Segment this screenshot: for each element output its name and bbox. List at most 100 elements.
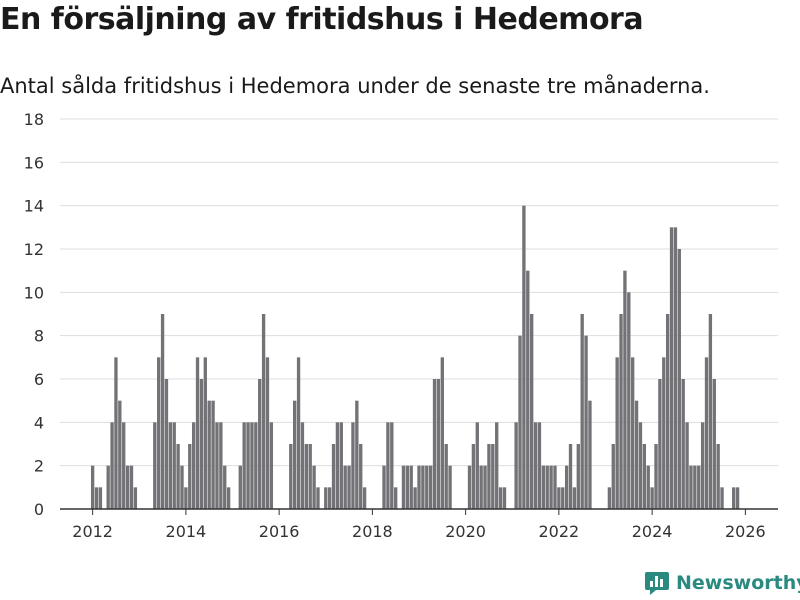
bar bbox=[673, 227, 678, 510]
bar bbox=[615, 357, 619, 509]
bar bbox=[351, 422, 355, 509]
bar bbox=[304, 444, 308, 509]
bar bbox=[335, 422, 340, 509]
bar bbox=[685, 422, 689, 509]
bar bbox=[94, 487, 99, 509]
bar bbox=[646, 465, 650, 509]
bar bbox=[642, 444, 647, 509]
bar bbox=[549, 465, 553, 509]
bar bbox=[316, 487, 320, 509]
bar bbox=[195, 357, 200, 509]
bar bbox=[607, 487, 612, 509]
x-tick-label: 2014 bbox=[166, 522, 207, 541]
bar bbox=[650, 487, 654, 509]
bar bbox=[553, 465, 557, 509]
bar bbox=[343, 465, 347, 509]
bar bbox=[122, 422, 126, 509]
bar bbox=[386, 422, 390, 509]
bar bbox=[172, 422, 176, 509]
bar bbox=[184, 487, 188, 509]
bar bbox=[425, 465, 429, 509]
bar bbox=[226, 487, 231, 509]
bar bbox=[355, 400, 359, 509]
bar bbox=[90, 465, 95, 509]
y-tick-label: 4 bbox=[34, 413, 44, 432]
bar bbox=[413, 487, 417, 509]
bar bbox=[312, 465, 316, 509]
bar bbox=[634, 400, 639, 509]
bar bbox=[712, 379, 716, 509]
bar bbox=[444, 444, 448, 509]
bar bbox=[300, 422, 305, 509]
bar bbox=[238, 465, 242, 509]
bar bbox=[677, 249, 681, 509]
bar bbox=[390, 422, 394, 509]
x-tick-label: 2020 bbox=[445, 522, 486, 541]
bar bbox=[611, 444, 615, 509]
y-tick-label: 10 bbox=[24, 283, 44, 302]
x-tick-label: 2024 bbox=[632, 522, 673, 541]
bar bbox=[669, 227, 674, 510]
bar bbox=[331, 444, 336, 509]
bar bbox=[716, 444, 720, 509]
bar bbox=[327, 487, 332, 509]
bar bbox=[98, 487, 103, 509]
bar bbox=[530, 314, 534, 509]
bar bbox=[541, 465, 546, 509]
bar bbox=[432, 379, 437, 509]
bar bbox=[199, 379, 204, 509]
bar bbox=[561, 487, 565, 509]
bar bbox=[491, 444, 495, 509]
bar bbox=[693, 465, 697, 509]
bar bbox=[265, 357, 270, 509]
bar bbox=[623, 270, 627, 509]
bar bbox=[258, 379, 262, 509]
bar bbox=[261, 314, 266, 509]
bar bbox=[448, 465, 452, 509]
bar bbox=[514, 422, 518, 509]
y-tick-label: 2 bbox=[34, 457, 44, 476]
bar bbox=[518, 335, 522, 509]
bar bbox=[160, 314, 165, 509]
bar bbox=[475, 422, 479, 509]
bar bbox=[545, 465, 549, 509]
bar bbox=[203, 357, 207, 509]
bar bbox=[308, 444, 312, 509]
bar bbox=[242, 422, 246, 509]
bar bbox=[735, 487, 740, 509]
bar bbox=[627, 292, 631, 509]
y-tick-label: 0 bbox=[34, 500, 44, 519]
bar bbox=[665, 314, 670, 509]
bar bbox=[133, 487, 138, 509]
bar bbox=[417, 465, 421, 509]
bar bbox=[502, 487, 507, 509]
bar bbox=[188, 444, 192, 509]
y-tick-label: 12 bbox=[24, 240, 44, 259]
bar bbox=[347, 465, 351, 509]
bar bbox=[362, 487, 367, 509]
bar bbox=[526, 270, 530, 509]
y-tick-label: 14 bbox=[24, 197, 44, 216]
bar bbox=[619, 314, 623, 509]
newsworthy-logo-icon bbox=[645, 572, 669, 595]
bar bbox=[110, 422, 114, 509]
bar bbox=[557, 487, 561, 509]
bar bbox=[157, 357, 161, 509]
bar bbox=[409, 465, 413, 509]
bar bbox=[207, 400, 211, 509]
bar bbox=[654, 444, 658, 509]
bar bbox=[114, 357, 118, 509]
bar bbox=[487, 444, 491, 509]
bar bbox=[394, 487, 398, 509]
y-tick-label: 8 bbox=[34, 327, 44, 346]
bar bbox=[631, 357, 635, 509]
bar bbox=[471, 444, 476, 509]
bar bbox=[498, 487, 503, 509]
bar bbox=[269, 422, 274, 509]
bar bbox=[382, 465, 386, 509]
bar bbox=[118, 400, 122, 509]
bar bbox=[359, 444, 363, 509]
bar bbox=[588, 400, 592, 509]
bar bbox=[405, 465, 410, 509]
bar bbox=[339, 422, 343, 509]
